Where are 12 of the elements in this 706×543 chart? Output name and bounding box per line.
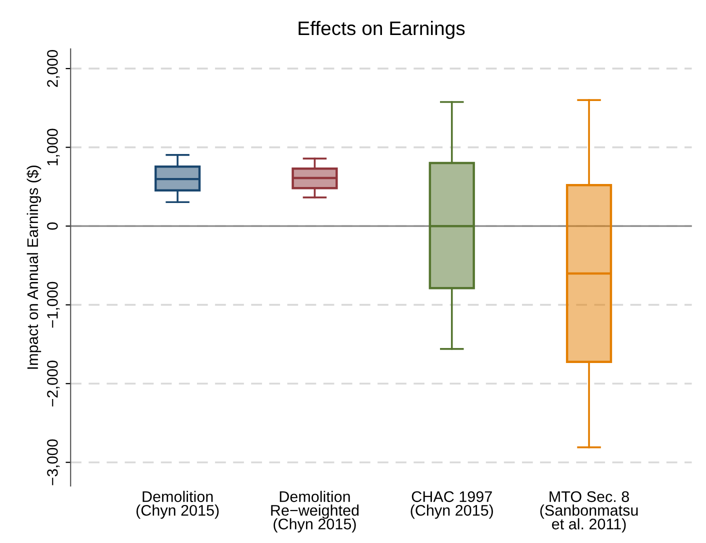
y-tick-label: −2,000 xyxy=(47,360,60,406)
y-tick-label: 0 xyxy=(47,222,58,230)
y-tick-label: −1,000 xyxy=(47,282,60,328)
y-tick-label: 1,000 xyxy=(47,128,60,166)
x-tick-label: MTO Sec. 8 (Sanbonmatsu et al. 2011) xyxy=(540,491,638,532)
x-tick-label: Demolition (Chyn 2015) xyxy=(136,490,219,519)
y-tick-label: −3,000 xyxy=(47,439,60,486)
x-tick-label: Demolition Re−weighted (Chyn 2015) xyxy=(271,490,359,532)
x-tick-label: CHAC 1997 (Chyn 2015) xyxy=(410,491,493,519)
y-tick-label: 2,000 xyxy=(47,50,60,87)
chart-title: Effects on Earnings xyxy=(298,20,465,40)
y-axis-title: Impact on Annual Earnings ($) xyxy=(26,166,42,369)
